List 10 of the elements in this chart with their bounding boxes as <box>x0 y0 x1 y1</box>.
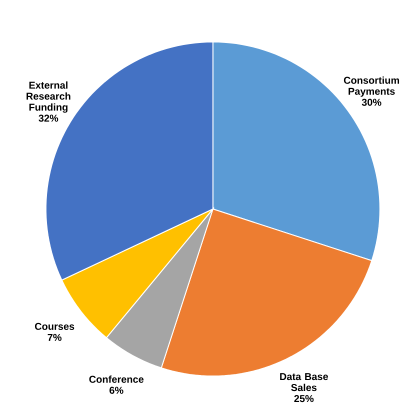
data-label: 32% <box>38 114 58 122</box>
slice-label: Conference <box>89 376 144 383</box>
data-label: 6% <box>110 386 124 394</box>
slice-label: Consortium Payments <box>344 76 400 97</box>
slice-label: Data Base Sales <box>280 373 328 392</box>
data-label: 25% <box>294 395 314 402</box>
data-label: 30% <box>362 98 382 106</box>
data-label: 7% <box>48 334 62 341</box>
slice-label: External Research Funding <box>26 81 70 113</box>
slice-label: Courses <box>34 322 74 330</box>
